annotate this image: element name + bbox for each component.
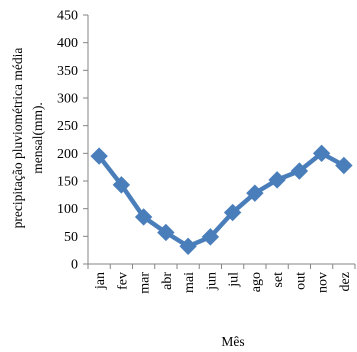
x-tick-label: set [271, 272, 286, 288]
x-axis: jan fev mar abr mai jun jul ago set out nov dez [87, 263, 356, 294]
data-point-marker [290, 162, 309, 180]
y-axis-label-line-1: precipitação pluviométrica média [10, 48, 25, 229]
y-tick-label: 450 [57, 9, 78, 24]
x-tick-label: jun [204, 272, 219, 291]
y-tick-label: 250 [57, 119, 78, 134]
x-tick-label: abr [160, 272, 175, 290]
x-axis-label: Mês [221, 334, 244, 349]
y-tick-label: 350 [57, 64, 78, 79]
x-tick-label: jul [227, 272, 242, 288]
x-tick-label: mai [182, 272, 197, 293]
y-axis: 0 50 100 150 200 250 300 350 400 450 [57, 9, 89, 273]
data-point-marker [268, 171, 286, 189]
data-point-marker [179, 237, 197, 256]
data-point-marker [246, 184, 264, 202]
y-tick-label: 150 [57, 175, 78, 190]
data-point-marker [312, 144, 331, 163]
data-point-marker [201, 228, 220, 246]
y-tick-label: 0 [71, 258, 78, 273]
x-tick-label: fev [115, 272, 130, 290]
x-tick-label: ago [249, 272, 264, 292]
y-axis-label-line-2: mensal(mm). [30, 102, 45, 174]
data-point-marker [157, 223, 175, 242]
x-tick-label: dez [338, 272, 353, 291]
x-tick-label: nov [316, 272, 331, 293]
y-tick-label: 400 [57, 36, 78, 51]
data-point-marker [223, 203, 242, 222]
x-tick-label: out [293, 272, 308, 290]
x-tick-label: mar [138, 272, 153, 294]
x-tick-label: jan [93, 272, 108, 290]
data-point-marker [335, 156, 353, 175]
series-line [97, 151, 345, 249]
y-tick-label: 100 [57, 202, 78, 217]
data-point-marker [134, 208, 153, 226]
y-tick-label: 200 [57, 147, 78, 162]
data-point-marker [112, 176, 131, 194]
y-tick-label: 50 [64, 230, 78, 245]
series-precipitation [90, 144, 353, 256]
y-tick-label: 300 [57, 92, 78, 107]
data-point-marker [90, 147, 108, 165]
